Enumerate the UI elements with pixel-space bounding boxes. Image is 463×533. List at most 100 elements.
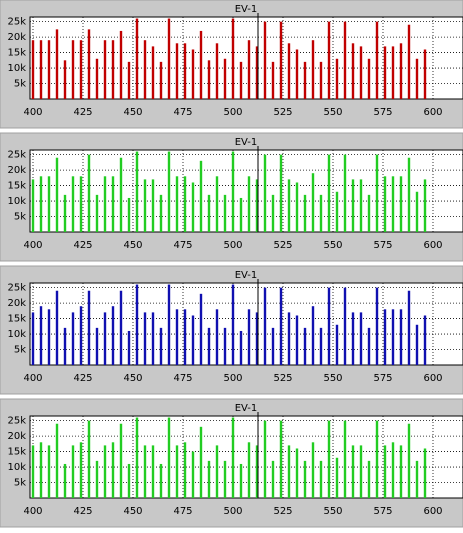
bar bbox=[247, 40, 251, 99]
x-tick-label: 450 bbox=[123, 240, 142, 251]
bar bbox=[295, 315, 299, 365]
bar bbox=[127, 61, 131, 99]
bar bbox=[399, 43, 403, 99]
bar bbox=[415, 324, 419, 365]
bar bbox=[255, 179, 259, 232]
bar bbox=[103, 40, 107, 99]
x-tick-label: 550 bbox=[323, 240, 342, 251]
x-tick-label: 450 bbox=[123, 373, 142, 384]
bar bbox=[55, 423, 59, 498]
bar bbox=[47, 309, 51, 365]
bar bbox=[407, 423, 411, 498]
bar bbox=[423, 315, 427, 365]
bar bbox=[31, 445, 35, 498]
x-tick-label: 400 bbox=[23, 107, 42, 118]
bar bbox=[271, 194, 275, 232]
x-tick-label: 550 bbox=[323, 506, 342, 517]
bar bbox=[199, 160, 203, 232]
y-tick-label: 20k bbox=[7, 165, 26, 176]
bar bbox=[375, 287, 379, 365]
bar bbox=[319, 460, 323, 498]
bar bbox=[247, 442, 251, 498]
bar bbox=[119, 157, 123, 232]
bar bbox=[351, 312, 355, 365]
bar bbox=[303, 61, 307, 99]
y-tick-label: 10k bbox=[7, 329, 26, 340]
plot-area bbox=[29, 415, 463, 499]
bar bbox=[151, 179, 155, 232]
bar bbox=[391, 46, 395, 99]
bar bbox=[383, 445, 387, 498]
bar bbox=[271, 61, 275, 99]
bar bbox=[367, 327, 371, 365]
bar bbox=[327, 21, 331, 99]
bar bbox=[87, 290, 91, 365]
bar bbox=[303, 460, 307, 498]
bar bbox=[287, 43, 291, 99]
bar bbox=[423, 179, 427, 232]
y-tick-label: 15k bbox=[7, 181, 26, 192]
bar bbox=[71, 40, 75, 99]
bar bbox=[423, 448, 427, 498]
bar bbox=[135, 284, 139, 365]
x-tick-label: 400 bbox=[23, 373, 42, 384]
bar bbox=[87, 420, 91, 498]
bar bbox=[367, 58, 371, 99]
bar bbox=[183, 43, 187, 99]
chart-panel: EV-1 5k 10k 15k 20k 25k 400 425 450 475 500 525 550 5… bbox=[0, 265, 463, 395]
bar bbox=[279, 21, 283, 99]
x-tick-label: 525 bbox=[273, 107, 292, 118]
bar bbox=[383, 176, 387, 232]
bar bbox=[183, 442, 187, 498]
bar bbox=[87, 29, 91, 99]
y-tick-label: 15k bbox=[7, 447, 26, 458]
y-tick-label: 20k bbox=[7, 298, 26, 309]
bar bbox=[63, 463, 67, 498]
x-tick-label: 600 bbox=[423, 107, 442, 118]
bar bbox=[79, 40, 83, 99]
bar bbox=[375, 420, 379, 498]
bar bbox=[55, 29, 59, 99]
bar bbox=[239, 197, 243, 232]
x-tick-label: 425 bbox=[73, 506, 92, 517]
bar bbox=[359, 445, 363, 498]
bar bbox=[191, 49, 195, 99]
bar bbox=[175, 43, 179, 99]
bar bbox=[343, 420, 347, 498]
bar bbox=[263, 287, 267, 365]
bar bbox=[223, 460, 227, 498]
bar bbox=[247, 309, 251, 365]
bar bbox=[79, 442, 83, 498]
bar bbox=[391, 442, 395, 498]
x-tick-label: 475 bbox=[173, 506, 192, 517]
bar bbox=[407, 24, 411, 100]
x-tick-label: 575 bbox=[373, 240, 392, 251]
x-tick-label: 500 bbox=[223, 107, 242, 118]
bar bbox=[215, 309, 219, 365]
bar bbox=[231, 18, 235, 99]
bar bbox=[367, 460, 371, 498]
bar bbox=[191, 315, 195, 365]
bar bbox=[71, 312, 75, 365]
bar bbox=[295, 182, 299, 232]
x-tick-label: 525 bbox=[273, 373, 292, 384]
plot-area bbox=[29, 16, 463, 100]
y-tick-label: 15k bbox=[7, 314, 26, 325]
bar bbox=[175, 309, 179, 365]
bar bbox=[143, 445, 147, 498]
bar bbox=[335, 324, 339, 365]
bar bbox=[207, 327, 211, 365]
bar bbox=[159, 327, 163, 365]
x-tick-label: 500 bbox=[223, 240, 242, 251]
y-tick-label: 5k bbox=[14, 79, 26, 90]
bar bbox=[207, 460, 211, 498]
x-tick-label: 600 bbox=[423, 240, 442, 251]
bar bbox=[415, 58, 419, 99]
chart-title: EV-1 bbox=[235, 403, 258, 414]
y-tick-label: 20k bbox=[7, 32, 26, 43]
bar bbox=[183, 176, 187, 232]
bar bbox=[295, 448, 299, 498]
bar bbox=[127, 463, 131, 498]
bar bbox=[255, 312, 259, 365]
